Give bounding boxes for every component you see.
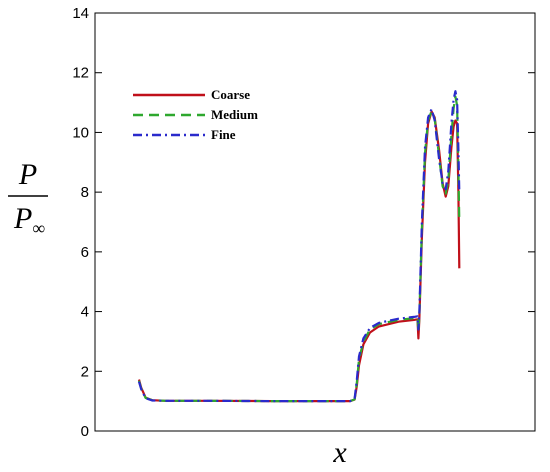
y-axis-label-denominator: P∞ [13,202,45,238]
y-tick-label: 14 [72,5,89,22]
legend: Coarse Medium Fine [133,87,258,142]
series-line-medium [137,95,461,403]
y-axis-label: P P∞ [8,158,48,238]
x-axis-label: x [332,436,347,469]
y-tick-label: 2 [81,363,89,380]
legend-label-coarse: Coarse [211,87,250,102]
y-tick-label: 4 [81,304,89,321]
y-tick-label: 10 [72,124,89,141]
legend-label-fine: Fine [211,127,236,142]
y-tick-label: 12 [72,65,89,82]
series-line-coarse [137,110,461,403]
y-tick-label: 8 [81,184,89,201]
y-axis-label-numerator: P [18,158,37,191]
legend-label-medium: Medium [211,107,258,122]
y-tick-label: 0 [81,423,89,440]
series-lines [137,90,461,403]
y-tick-label: 6 [81,244,89,261]
y-axis-label-subscript: ∞ [32,218,45,238]
y-axis-label-denominator-symbol: P [13,202,32,235]
series-line-fine [137,90,461,403]
y-axis: 0 2 4 6 8 10 12 14 [72,5,535,440]
plot-frame [94,12,536,432]
